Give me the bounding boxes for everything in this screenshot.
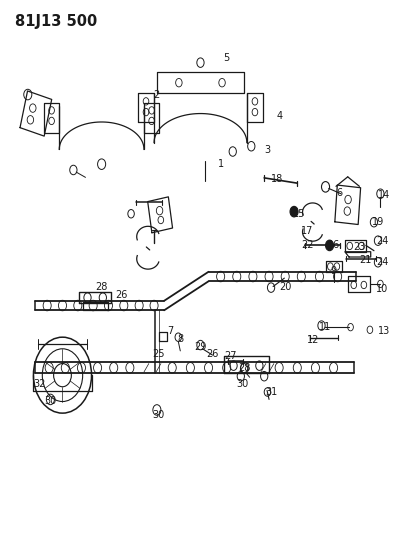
Text: 7: 7 <box>167 326 173 336</box>
Text: 25: 25 <box>152 349 164 359</box>
Text: 1: 1 <box>218 159 224 168</box>
Text: 4: 4 <box>276 111 282 121</box>
Text: 5: 5 <box>224 53 230 63</box>
Text: 18: 18 <box>271 174 283 184</box>
Text: 30: 30 <box>44 396 56 406</box>
Text: 28: 28 <box>239 363 251 373</box>
Text: 13: 13 <box>378 326 390 336</box>
Text: 6: 6 <box>337 188 343 198</box>
Text: 22: 22 <box>301 240 314 251</box>
Circle shape <box>290 206 298 217</box>
Text: 14: 14 <box>378 190 390 200</box>
Text: 24: 24 <box>376 257 388 267</box>
Text: 11: 11 <box>319 322 332 332</box>
Text: 16: 16 <box>328 240 340 251</box>
Text: 27: 27 <box>225 351 237 361</box>
Text: 20: 20 <box>279 281 291 292</box>
Text: 10: 10 <box>376 284 388 294</box>
Text: 2: 2 <box>153 90 159 100</box>
Text: 23: 23 <box>354 242 366 252</box>
Text: 28: 28 <box>95 281 108 292</box>
Circle shape <box>326 240 334 251</box>
Text: 26: 26 <box>116 290 128 300</box>
Text: 12: 12 <box>307 335 319 345</box>
Text: 26: 26 <box>207 349 219 359</box>
Text: 3: 3 <box>264 146 270 156</box>
Text: 30: 30 <box>237 378 249 389</box>
Text: 8: 8 <box>177 334 183 344</box>
Text: 17: 17 <box>301 226 314 236</box>
Text: 29: 29 <box>194 342 207 352</box>
Text: 19: 19 <box>372 217 384 227</box>
Text: 30: 30 <box>152 410 164 420</box>
Text: 15: 15 <box>293 209 306 219</box>
Text: 21: 21 <box>360 255 372 265</box>
Text: 24: 24 <box>376 236 388 246</box>
Text: 9: 9 <box>330 266 337 276</box>
Text: 32: 32 <box>34 378 46 389</box>
Text: 81J13 500: 81J13 500 <box>15 14 97 29</box>
Text: 31: 31 <box>265 387 277 397</box>
